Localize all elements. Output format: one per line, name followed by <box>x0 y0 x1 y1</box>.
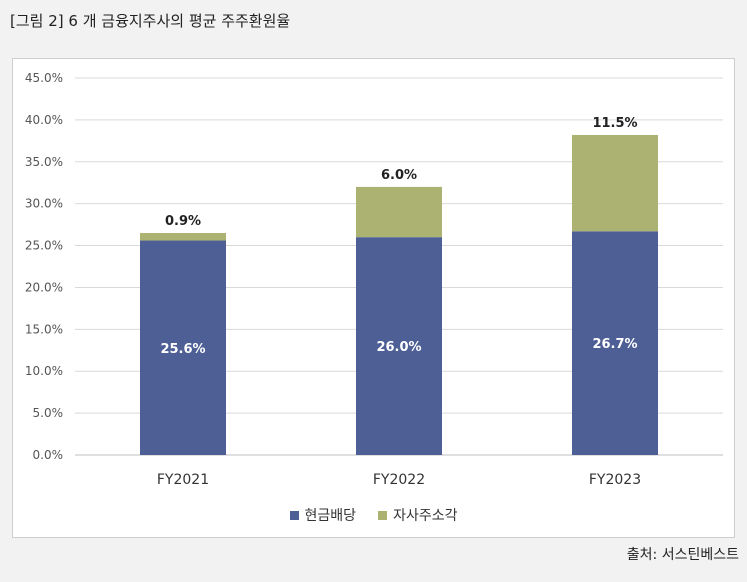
figure-title: [그림 2] 6 개 금융지주사의 평균 주주환원율 <box>10 12 291 30</box>
y-tick-label: 0.0% <box>33 448 64 462</box>
y-tick-label: 35.0% <box>25 155 63 169</box>
y-tick-label: 10.0% <box>25 364 63 378</box>
legend-label-buyback: 자사주소각 <box>393 508 458 524</box>
y-tick-label: 5.0% <box>33 406 64 420</box>
x-tick-label: FY2021 <box>157 472 209 488</box>
y-tick-label: 45.0% <box>25 71 63 85</box>
stacked-bar-chart: 0.0% 5.0% 10.0% 15.0% 20.0% 25.0% 30.0% 35.0% 40… <box>25 71 723 488</box>
bar-cash-dividend <box>356 237 442 455</box>
legend-item-buyback: 자사주소각 <box>378 505 457 525</box>
y-tick-label: 20.0% <box>25 280 63 294</box>
data-label-cash-dividend: 26.0% <box>376 340 421 355</box>
data-label-buyback: 0.9% <box>165 214 201 229</box>
y-tick-label: 30.0% <box>25 197 63 211</box>
data-label-cash-dividend: 26.7% <box>592 337 637 352</box>
bar-cash-dividend <box>140 240 226 455</box>
x-tick-label: FY2022 <box>373 472 425 488</box>
chart-area: 0.0% 5.0% 10.0% 15.0% 20.0% 25.0% 30.0% 35.0% 40… <box>12 58 735 538</box>
legend-swatch-cash-dividend <box>289 510 299 520</box>
legend-swatch-buyback <box>378 510 388 520</box>
x-tick-label: FY2023 <box>589 472 641 488</box>
y-tick-label: 40.0% <box>25 113 63 127</box>
data-label-buyback: 6.0% <box>381 168 417 183</box>
data-label-cash-dividend: 25.6% <box>160 342 205 357</box>
y-tick-label: 15.0% <box>25 322 63 336</box>
bar-buyback <box>572 134 658 232</box>
source-note: 출처: 서스틴베스트 <box>626 547 739 563</box>
legend-item-cash-dividend: 현금배당 <box>289 505 357 525</box>
data-label-buyback: 11.5% <box>592 116 637 131</box>
legend-label-cash-dividend: 현금배당 <box>304 508 357 524</box>
bar-buyback <box>356 186 442 238</box>
legend: 현금배당 자사주소각 <box>13 505 734 525</box>
y-tick-label: 25.0% <box>25 239 63 253</box>
bar-buyback <box>140 232 226 241</box>
bar-cash-dividend <box>572 231 658 455</box>
